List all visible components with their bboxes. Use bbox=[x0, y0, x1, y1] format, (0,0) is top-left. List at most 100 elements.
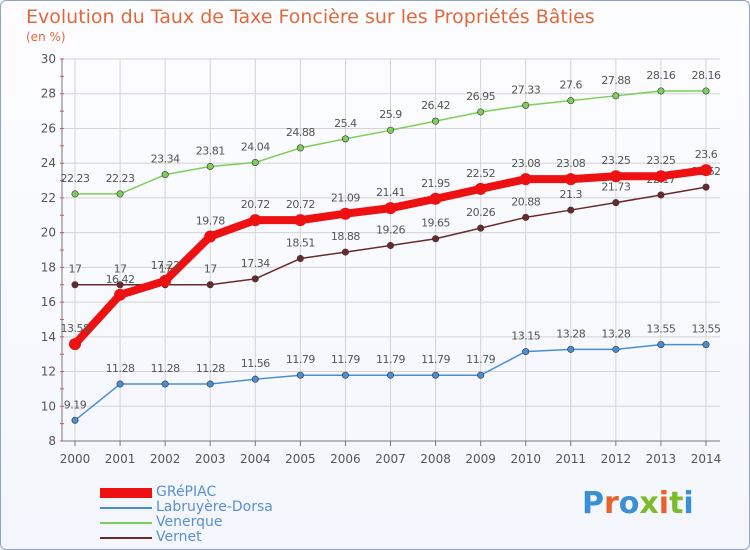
data-point-gr-piac bbox=[294, 214, 307, 227]
proxiti-logo: Proxiti bbox=[582, 486, 694, 521]
data-point-gr-piac bbox=[654, 170, 667, 183]
data-point-vernet bbox=[116, 281, 124, 289]
data-point-venerque bbox=[161, 171, 169, 179]
y-tick-label: 10 bbox=[41, 399, 56, 413]
data-point-vernet bbox=[567, 206, 575, 214]
y-tick-label: 24 bbox=[41, 156, 56, 170]
y-tick-label: 26 bbox=[41, 121, 56, 135]
data-point-gr-piac bbox=[69, 338, 81, 351]
data-point-gr-piac bbox=[114, 288, 127, 301]
legend-swatch-venerque bbox=[100, 521, 152, 524]
data-point-venerque bbox=[657, 87, 665, 95]
data-label-venerque: 27.33 bbox=[511, 83, 540, 96]
data-label-gr-piac: 21.09 bbox=[331, 192, 360, 205]
data-label-vernet: 17 bbox=[114, 263, 127, 276]
data-label-gr-piac: 22.52 bbox=[466, 167, 495, 180]
data-point-vernet bbox=[477, 224, 485, 232]
data-label-vernet: 20.26 bbox=[466, 206, 495, 219]
data-point-gr-piac bbox=[339, 207, 352, 220]
data-label-labruy-re-dorsa: 13.15 bbox=[511, 330, 540, 343]
data-label-labruy-re-dorsa: 11.28 bbox=[196, 362, 225, 375]
data-point-venerque bbox=[477, 108, 485, 116]
data-point-venerque bbox=[522, 101, 530, 109]
data-label-labruy-re-dorsa: 11.79 bbox=[376, 353, 405, 366]
data-point-gr-piac bbox=[159, 274, 172, 287]
y-tick-label: 14 bbox=[41, 330, 56, 344]
data-point-gr-piac bbox=[700, 164, 712, 177]
logo-letter: x bbox=[639, 486, 659, 521]
data-label-venerque: 27.88 bbox=[601, 74, 630, 87]
data-label-venerque: 26.42 bbox=[421, 99, 450, 112]
data-point-gr-piac bbox=[384, 202, 397, 215]
data-point-gr-piac bbox=[564, 173, 577, 186]
data-label-labruy-re-dorsa: 13.28 bbox=[601, 327, 630, 340]
logo-letter: P bbox=[582, 486, 604, 521]
y-tick-label: 8 bbox=[48, 434, 56, 448]
data-label-labruy-re-dorsa: 9.19 bbox=[64, 398, 87, 411]
data-label-vernet: 18.88 bbox=[331, 230, 360, 243]
y-tick-label: 30 bbox=[41, 52, 56, 66]
x-tick-label: 2013 bbox=[646, 452, 677, 466]
data-label-labruy-re-dorsa: 11.79 bbox=[286, 353, 315, 366]
y-tick-label: 20 bbox=[41, 226, 56, 240]
data-point-vernet bbox=[296, 255, 304, 263]
data-point-labruy-re-dorsa bbox=[71, 416, 79, 424]
x-tick-label: 2008 bbox=[420, 452, 451, 466]
data-point-venerque bbox=[296, 144, 304, 152]
data-point-vernet bbox=[432, 235, 440, 243]
data-point-labruy-re-dorsa bbox=[251, 375, 259, 383]
data-label-vernet: 20.88 bbox=[511, 195, 540, 208]
data-point-labruy-re-dorsa bbox=[567, 345, 575, 353]
legend-label-venerque: Venerque bbox=[156, 514, 223, 530]
data-label-vernet: 19.26 bbox=[376, 223, 405, 236]
data-point-vernet bbox=[341, 248, 349, 256]
data-point-labruy-re-dorsa bbox=[477, 371, 485, 379]
data-point-vernet bbox=[386, 241, 394, 249]
data-point-gr-piac bbox=[609, 170, 622, 183]
x-tick-label: 2002 bbox=[150, 452, 181, 466]
x-tick-label: 2001 bbox=[105, 452, 136, 466]
data-label-gr-piac: 21.95 bbox=[421, 177, 450, 190]
data-label-vernet: 17.34 bbox=[241, 257, 270, 270]
data-point-vernet bbox=[71, 281, 79, 289]
data-label-labruy-re-dorsa: 11.56 bbox=[241, 357, 270, 370]
data-label-venerque: 23.81 bbox=[196, 144, 225, 157]
legend-label-grepiac: GRéPIAC bbox=[156, 484, 217, 500]
x-tick-label: 2011 bbox=[556, 452, 587, 466]
legend-swatch-grepiac bbox=[100, 487, 152, 498]
x-tick-label: 2006 bbox=[330, 452, 361, 466]
y-tick-label: 12 bbox=[41, 365, 56, 379]
logo-letter: o bbox=[618, 486, 640, 521]
data-label-vernet: 21.73 bbox=[601, 181, 630, 194]
data-point-gr-piac bbox=[474, 182, 487, 195]
data-label-gr-piac: 20.72 bbox=[241, 198, 270, 211]
y-tick-label: 18 bbox=[41, 260, 56, 274]
data-point-labruy-re-dorsa bbox=[296, 371, 304, 379]
data-label-labruy-re-dorsa: 11.79 bbox=[421, 353, 450, 366]
data-point-gr-piac bbox=[429, 192, 442, 205]
y-tick-label: 16 bbox=[41, 295, 56, 309]
data-point-vernet bbox=[251, 275, 259, 283]
data-label-vernet: 21.3 bbox=[560, 188, 583, 201]
data-label-venerque: 25.4 bbox=[334, 117, 357, 130]
data-label-gr-piac: 21.41 bbox=[376, 186, 405, 199]
data-point-labruy-re-dorsa bbox=[657, 341, 665, 349]
data-point-vernet bbox=[702, 183, 710, 191]
x-tick-label: 2004 bbox=[240, 452, 271, 466]
legend-label-labruyere-dorsa: Labruyère-Dorsa bbox=[156, 499, 273, 515]
data-label-venerque: 26.95 bbox=[466, 90, 495, 103]
data-label-labruy-re-dorsa: 11.79 bbox=[331, 353, 360, 366]
data-label-labruy-re-dorsa: 11.79 bbox=[466, 353, 495, 366]
data-label-labruy-re-dorsa: 11.28 bbox=[106, 362, 135, 375]
data-label-gr-piac: 17.22 bbox=[151, 259, 180, 272]
x-tick-label: 2005 bbox=[285, 452, 316, 466]
x-tick-label: 2007 bbox=[375, 452, 406, 466]
x-tick-label: 2012 bbox=[601, 452, 632, 466]
unit-label: (en %) bbox=[26, 30, 66, 44]
data-label-labruy-re-dorsa: 13.28 bbox=[556, 327, 585, 340]
legend-label-vernet: Vernet bbox=[156, 529, 202, 545]
logo-letter: i bbox=[658, 486, 670, 521]
data-label-gr-piac: 23.25 bbox=[646, 154, 675, 167]
data-point-labruy-re-dorsa bbox=[341, 371, 349, 379]
data-point-labruy-re-dorsa bbox=[612, 345, 620, 353]
